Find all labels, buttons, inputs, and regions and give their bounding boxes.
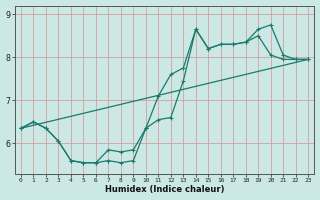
X-axis label: Humidex (Indice chaleur): Humidex (Indice chaleur) xyxy=(105,185,224,194)
